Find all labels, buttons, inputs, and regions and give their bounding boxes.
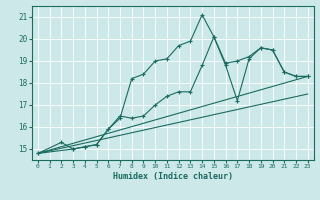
X-axis label: Humidex (Indice chaleur): Humidex (Indice chaleur) xyxy=(113,172,233,181)
